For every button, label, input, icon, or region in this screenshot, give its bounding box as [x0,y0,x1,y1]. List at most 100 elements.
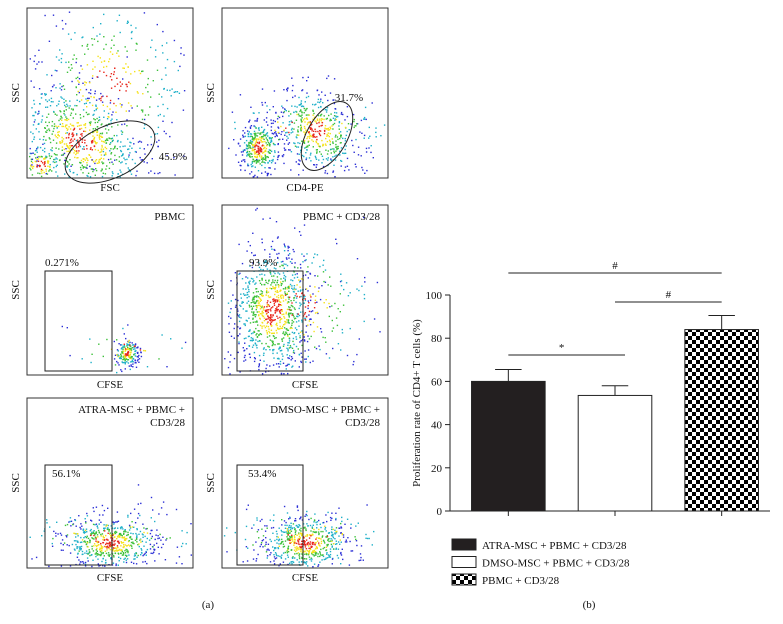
event-dot [243,159,246,161]
event-dot [124,368,126,370]
event-dot [305,563,307,565]
event-dot [90,533,92,535]
event-dot [165,539,167,541]
event-dot [145,86,147,89]
event-dot [305,544,307,546]
event-dot [274,312,276,314]
event-dot [110,119,112,122]
event-dot [313,528,315,531]
event-dot [79,137,81,139]
event-dot [127,540,130,543]
event-dot [258,161,260,163]
event-dot [94,532,96,535]
event-dot [48,129,51,132]
event-dot [78,150,80,152]
event-dot [285,132,287,134]
event-dot [304,127,306,130]
event-dot [248,330,250,332]
event-dot [324,269,327,271]
event-dot [262,141,264,143]
event-dot [117,173,119,175]
event-dot [124,349,127,351]
event-dot [107,527,109,529]
event-dot [272,281,274,283]
event-dot [323,302,325,304]
event-dot [98,158,101,161]
event-dot [318,125,320,128]
event-dot [55,532,57,534]
event-dot [96,554,98,556]
event-dot [112,543,114,546]
event-dot [255,141,258,143]
event-dot [128,355,130,358]
event-dot [283,147,286,149]
event-dot [248,306,251,308]
event-dot [131,538,133,540]
event-dot [261,136,264,138]
event-dot [329,516,332,519]
event-dot [288,538,291,540]
event-dot [116,360,118,363]
event-dot [109,102,112,104]
event-dot [280,296,282,298]
event-dot [282,272,285,274]
event-dot [43,163,45,166]
event-dot [142,561,144,563]
event-dot [247,504,249,506]
event-dot [288,286,290,288]
event-dot [61,97,63,99]
event-dot [283,274,286,277]
event-dot [108,58,111,60]
event-dot [125,348,127,350]
event-dot [129,141,131,143]
event-dot [244,135,247,138]
event-dot [283,263,285,265]
event-dot [318,537,320,539]
event-dot [122,78,124,80]
event-dot [127,550,129,552]
event-dot [329,306,331,308]
event-dot [288,312,290,315]
event-dot [259,305,262,308]
event-dot [136,541,138,543]
event-dot [83,124,85,126]
event-dot [41,61,43,63]
event-dot [308,144,310,146]
event-dot [103,555,105,557]
event-dot [108,555,110,557]
event-dot [234,127,236,130]
event-dot [115,548,118,550]
event-dot [316,326,319,328]
event-dot [57,133,59,136]
legend-swatch [451,556,477,568]
event-dot [286,293,288,295]
event-dot [353,126,355,129]
event-dot [300,126,302,128]
event-dot [285,332,288,334]
event-dot [312,566,314,568]
event-dot [329,132,331,135]
event-dot [286,288,288,290]
event-dot [359,131,361,133]
event-dot [312,134,315,137]
event-dot [267,262,269,264]
event-dot [76,122,78,124]
event-dot [326,535,329,538]
event-dot [230,317,232,319]
event-dot [273,281,276,284]
event-dot [78,72,81,74]
event-dot [255,339,257,341]
event-dot [256,156,258,159]
event-dot [95,104,97,106]
event-dot [150,537,153,540]
gate-percentage: 93.9% [249,257,277,269]
event-dot [237,351,239,354]
event-dot [94,92,96,95]
event-dot [310,127,312,129]
event-dot [105,139,108,141]
event-dot [261,164,263,167]
event-dot [337,115,339,118]
event-dot [298,547,300,549]
event-dot [291,77,293,79]
event-dot [270,307,273,309]
